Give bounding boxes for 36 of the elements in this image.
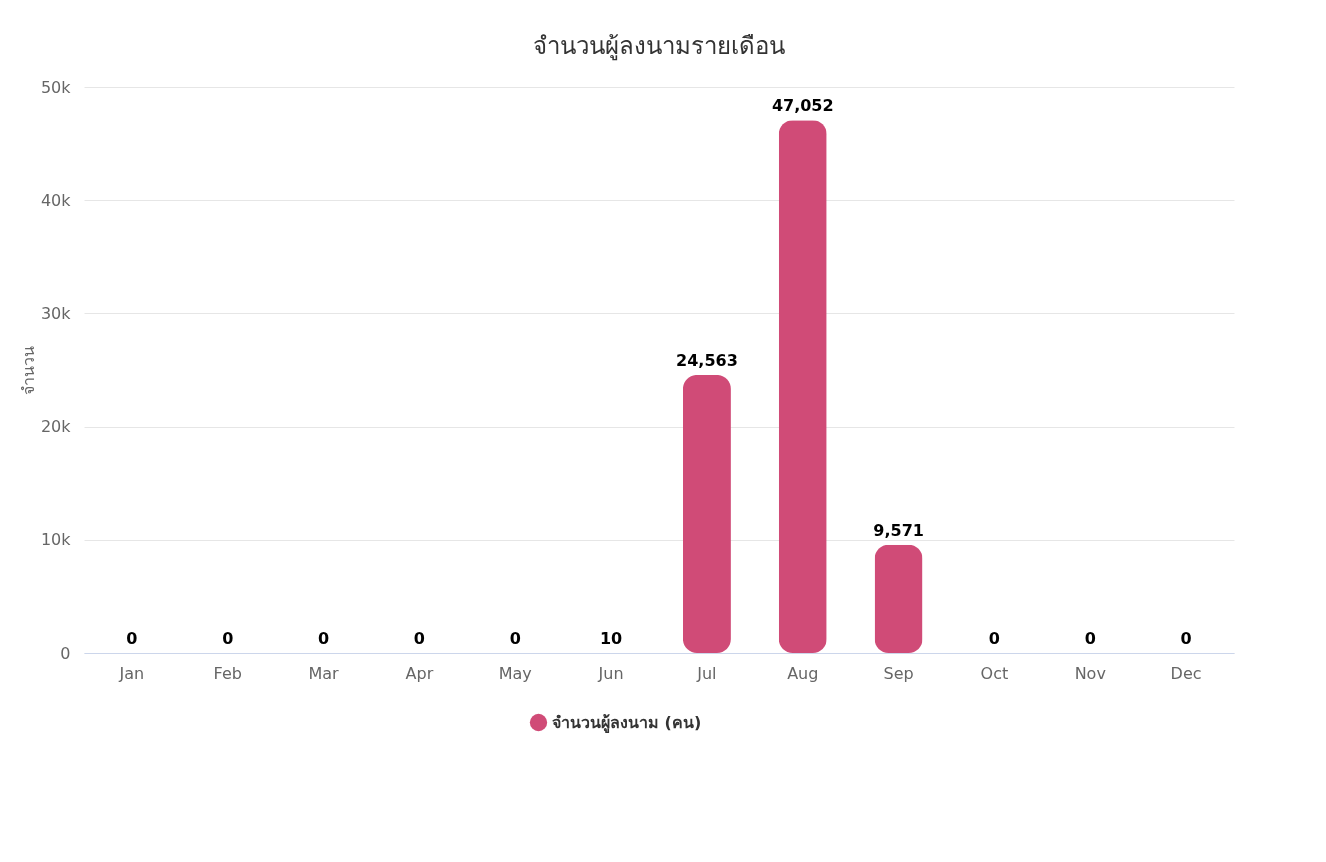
x-tick-label: Jul: [696, 663, 717, 683]
x-tick-label: Sep: [883, 663, 914, 683]
y-axis-title: จำนวน: [18, 346, 38, 395]
data-label: 0: [318, 629, 330, 648]
data-label: 0: [1180, 629, 1192, 648]
data-label: 47,052: [771, 96, 834, 116]
x-tick-label: Jan: [118, 663, 145, 683]
bar: [778, 120, 827, 653]
y-tick-label: 10k: [40, 530, 72, 550]
data-label: 10: [599, 628, 623, 648]
bar: [682, 374, 731, 653]
legend-label: จำนวนผู้ลงนาม (คน): [552, 712, 702, 734]
x-tick-label: Dec: [1170, 663, 1202, 683]
y-tick-label: 0: [60, 643, 71, 663]
data-label: 0: [1084, 629, 1096, 648]
x-tick-label: Mar: [308, 663, 340, 683]
data-label: 0: [988, 629, 1000, 648]
x-tick-label: Feb: [213, 663, 242, 683]
bar: [874, 544, 923, 653]
chart-title: จำนวนผู้ลงนามรายเดือน: [533, 32, 785, 61]
x-tick-label: Oct: [980, 663, 1009, 683]
x-tick-label: May: [498, 663, 532, 683]
data-label: 0: [222, 629, 234, 648]
x-tick-label: Nov: [1074, 663, 1106, 683]
data-label: 9,571: [873, 520, 924, 540]
y-tick-label: 50k: [40, 77, 72, 97]
y-tick-label: 20k: [40, 417, 72, 437]
data-label: 0: [126, 629, 138, 648]
y-tick-label: 30k: [40, 303, 72, 323]
data-label: 0: [413, 629, 425, 648]
data-label: 24,563: [676, 350, 738, 370]
x-tick-label: Aug: [787, 663, 819, 683]
y-tick-label: 40k: [40, 190, 72, 210]
x-tick-label: Jun: [597, 663, 624, 683]
data-label: 0: [509, 629, 521, 648]
x-tick-label: Apr: [405, 663, 434, 683]
